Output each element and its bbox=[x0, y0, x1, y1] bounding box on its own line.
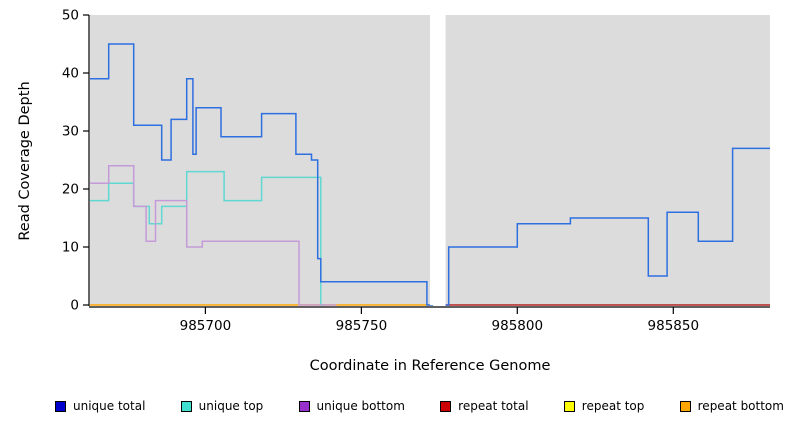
series-unique-total-right bbox=[445, 147, 770, 306]
legend-label-unique-bottom: unique bottom bbox=[316, 399, 405, 413]
series-unique-bottom bbox=[90, 165, 337, 306]
plot-canvas: 0 10 20 30 40 50 985700 985750 985800 985850 bbox=[62, 8, 770, 334]
legend-swatch-repeat-total bbox=[440, 400, 452, 412]
legend-label-repeat-top: repeat top bbox=[581, 399, 645, 413]
legend-item-unique-total: unique total bbox=[55, 399, 145, 413]
y-tick-label: 50 bbox=[62, 8, 79, 24]
legend-label-unique-total: unique total bbox=[73, 399, 146, 413]
legend-swatch-unique-top bbox=[180, 400, 192, 412]
series-unique-top bbox=[90, 170, 324, 306]
legend-item-unique-bottom: unique bottom bbox=[298, 399, 405, 413]
coverage-gap-band bbox=[430, 15, 446, 305]
legend: unique total unique top unique bottom repea… bbox=[55, 399, 784, 413]
legend-swatch-repeat-top bbox=[563, 400, 575, 412]
x-tick-label: 985850 bbox=[648, 318, 700, 334]
x-axis-label: Coordinate in Reference Genome bbox=[309, 358, 551, 374]
legend-item-repeat-bottom: repeat bottom bbox=[679, 399, 784, 413]
legend-label-unique-top: unique top bbox=[198, 399, 264, 413]
x-tick-label: 985750 bbox=[336, 318, 388, 334]
y-tick-label: 20 bbox=[62, 182, 79, 198]
x-tick-label: 985700 bbox=[180, 318, 232, 334]
legend-label-repeat-total: repeat total bbox=[458, 399, 529, 413]
y-tick-label: 40 bbox=[62, 66, 79, 82]
y-tick-label: 10 bbox=[62, 240, 79, 256]
y-tick-label: 0 bbox=[70, 298, 79, 314]
y-tick-label: 30 bbox=[62, 124, 79, 140]
series-unique-total-left bbox=[90, 43, 434, 306]
x-tick-label: 985800 bbox=[492, 318, 544, 334]
legend-item-unique-top: unique top bbox=[180, 399, 264, 413]
legend-item-repeat-top: repeat top bbox=[563, 399, 645, 413]
legend-swatch-repeat-bottom bbox=[679, 400, 691, 412]
legend-swatch-unique-bottom bbox=[298, 400, 310, 412]
legend-swatch-unique-total bbox=[55, 400, 66, 412]
legend-item-repeat-total: repeat total bbox=[440, 399, 529, 413]
y-axis-label: Read Coverage Depth bbox=[17, 81, 33, 241]
legend-label-repeat-bottom: repeat bottom bbox=[697, 399, 784, 413]
